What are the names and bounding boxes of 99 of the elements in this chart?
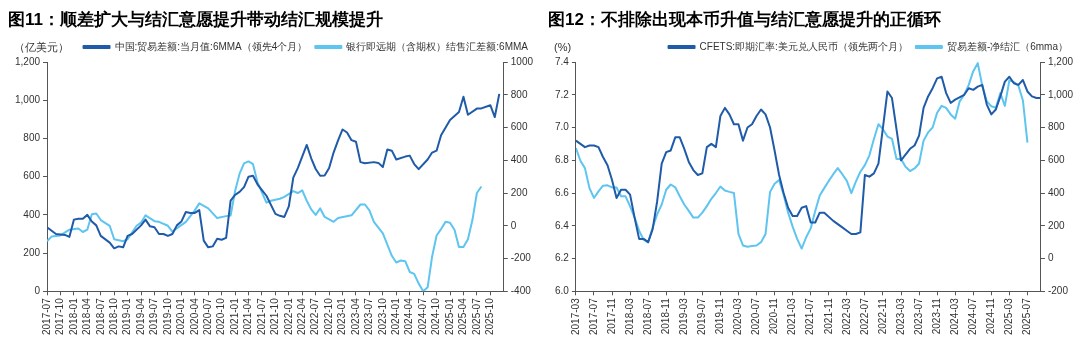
x-tick-label: 2018-04	[81, 297, 93, 335]
x-tick-label: 2020-11	[768, 297, 780, 335]
x-tick-label: 2017-07	[587, 297, 599, 335]
x-tick-label: 2020-01	[175, 297, 187, 335]
y-tick-label: 200	[23, 246, 41, 258]
y-tick-label: 7.0	[555, 121, 570, 133]
x-tick-label: 2023-04	[349, 297, 361, 335]
y2-tick-label: 1,000	[1047, 88, 1074, 100]
y-tick-label: 7.4	[555, 55, 570, 67]
legend-label: 银行即远期（含期权）结售汇差额:6MMA	[345, 40, 529, 52]
x-tick-label: 2025-01	[443, 297, 455, 335]
x-tick-label: 2022-01	[282, 297, 294, 335]
x-tick-label: 2021-03	[786, 297, 798, 335]
x-tick-label: 2019-07	[148, 297, 160, 335]
x-tick-label: 2023-01	[336, 297, 348, 335]
x-tick-label: 2022-11	[876, 297, 888, 335]
x-tick-label: 2024-03	[948, 297, 960, 335]
y-tick-label: 6.0	[555, 285, 570, 297]
x-tick-label: 2021-07	[804, 297, 816, 335]
y-tick-label: 6.6	[555, 186, 570, 198]
x-tick-label: 2024-01	[390, 297, 402, 335]
x-tick-label: 2025-04	[457, 297, 469, 335]
x-tick-label: 2017-03	[569, 297, 581, 335]
x-tick-label: 2018-11	[659, 297, 671, 335]
chart-title: 图11：顺差扩大与结汇意愿提升带动结汇规模提升	[8, 9, 384, 31]
y2-tick-label: 200	[1047, 219, 1066, 231]
x-tick-label: 2021-10	[269, 297, 281, 335]
x-tick-label: 2020-07	[750, 297, 762, 335]
x-tick-label: 2020-03	[732, 297, 744, 335]
x-tick-label: 2023-11	[930, 297, 942, 335]
x-tick-label: 2020-10	[215, 297, 227, 335]
x-tick-label: 2018-03	[623, 297, 635, 335]
x-tick-label: 2023-07	[363, 297, 375, 335]
x-tick-label: 2022-03	[840, 297, 852, 335]
legend-label: 贸易差额-净结汇（6mma）	[946, 40, 1069, 52]
x-tick-label: 2023-03	[894, 297, 906, 335]
x-tick-label: 2019-01	[121, 297, 133, 335]
x-tick-label: 2021-07	[255, 297, 267, 335]
x-tick-label: 2017-10	[54, 297, 66, 335]
y-tick-label: 400	[23, 208, 41, 220]
x-tick-label: 2018-07	[94, 297, 106, 335]
x-tick-label: 2019-11	[714, 297, 726, 335]
y-tick-label: 0	[34, 285, 41, 297]
x-tick-label: 2022-10	[322, 297, 334, 335]
y2-tick-label: 1000	[510, 55, 534, 67]
x-tick-label: 2024-11	[985, 297, 997, 335]
x-tick-label: 2020-07	[201, 297, 213, 335]
x-tick-label: 2021-11	[822, 297, 834, 335]
y2-tick-label: 800	[510, 88, 528, 100]
x-tick-label: 2022-07	[858, 297, 870, 335]
y2-tick-label: -200	[1047, 285, 1069, 297]
y-tick-label: 1,000	[14, 93, 41, 105]
y2-tick-label: 0	[1047, 252, 1054, 264]
y-tick-label: 1,200	[14, 55, 41, 67]
x-tick-label: 2025-03	[1003, 297, 1015, 335]
y-tick-label: 6.8	[555, 154, 570, 166]
x-tick-label: 2021-04	[242, 297, 254, 335]
y-axis-title: (%)	[554, 41, 572, 54]
x-tick-label: 2022-07	[309, 297, 321, 335]
y-tick-label: 6.4	[555, 219, 570, 231]
x-tick-label: 2019-07	[696, 297, 708, 335]
x-tick-label: 2019-10	[161, 297, 173, 335]
chart-title: 图12：不排除出现本币升值与结汇意愿提升的正循环	[548, 9, 942, 31]
x-tick-label: 2021-01	[228, 297, 240, 335]
x-tick-label: 2017-11	[605, 297, 617, 335]
x-tick-label: 2018-10	[107, 297, 119, 335]
y2-tick-label: 400	[510, 154, 528, 166]
y2-tick-label: 400	[1047, 186, 1066, 198]
y2-tick-label: 600	[510, 121, 528, 133]
x-tick-label: 2018-07	[641, 297, 653, 335]
y2-tick-label: 200	[510, 186, 528, 198]
x-tick-label: 2017-07	[40, 297, 52, 335]
x-tick-label: 2025-07	[470, 297, 482, 335]
x-tick-label: 2018-01	[67, 297, 79, 335]
y2-tick-label: -200	[510, 252, 532, 264]
y-tick-label: 800	[23, 132, 41, 144]
x-tick-label: 2024-04	[403, 297, 415, 335]
y-tick-label: 6.2	[555, 252, 570, 264]
x-tick-label: 2025-07	[1021, 297, 1033, 335]
x-tick-label: 2019-03	[678, 297, 690, 335]
x-tick-label: 2023-07	[912, 297, 924, 335]
y2-tick-label: 800	[1047, 121, 1066, 133]
x-tick-label: 2019-04	[134, 297, 146, 335]
x-tick-label: 2024-10	[430, 297, 442, 335]
y2-tick-label: -400	[510, 285, 532, 297]
y-tick-label: 7.2	[555, 88, 570, 100]
legend-label: CFETS:即期汇率:美元兑人民币（领先两个月）	[699, 40, 908, 52]
x-tick-label: 2020-04	[188, 297, 200, 335]
y2-tick-label: 600	[1047, 154, 1066, 166]
x-tick-label: 2022-04	[296, 297, 308, 335]
x-tick-label: 2023-10	[376, 297, 388, 335]
x-tick-label: 2024-07	[416, 297, 428, 335]
x-tick-label: 2025-10	[484, 297, 496, 335]
x-tick-label: 2024-07	[967, 297, 978, 335]
y-axis-title: （亿美元）	[14, 41, 69, 54]
legend-label: 中国:贸易差额:当月值:6MMA（领先4个月）	[114, 40, 308, 52]
y-tick-label: 600	[23, 170, 41, 182]
y2-tick-label: 0	[510, 219, 517, 231]
y2-tick-label: 1,200	[1047, 55, 1074, 67]
